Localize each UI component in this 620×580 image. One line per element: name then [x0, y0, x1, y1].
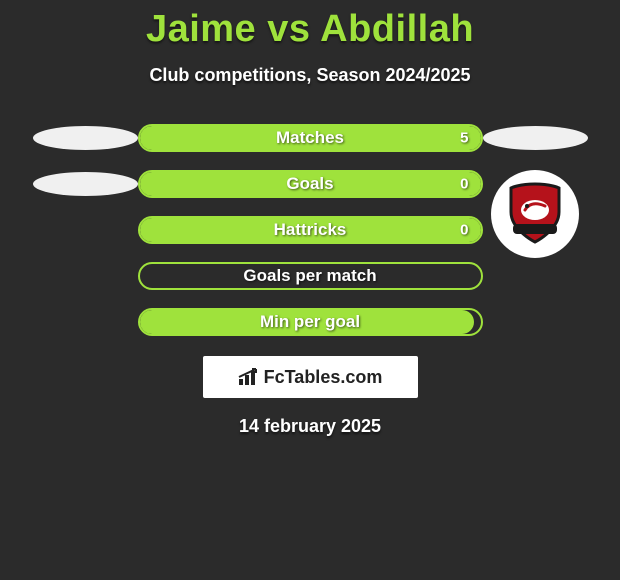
stat-value: 5 — [460, 130, 468, 147]
stat-bar-goals-per-match: Goals per match — [138, 262, 483, 290]
stat-label: Matches — [276, 128, 344, 148]
stat-row: Min per goal — [0, 308, 620, 336]
stat-row: Goals per match — [0, 262, 620, 290]
page-subtitle: Club competitions, Season 2024/2025 — [0, 65, 620, 86]
bars-chart-icon — [238, 367, 260, 387]
stat-label: Hattricks — [274, 220, 347, 240]
left-slot — [33, 172, 138, 196]
right-slot — [483, 126, 588, 150]
brand-badge: FcTables.com — [203, 356, 418, 398]
brand-text: FcTables.com — [264, 367, 383, 388]
club-badge — [491, 170, 579, 258]
stat-bar-goals: Goals 0 — [138, 170, 483, 198]
stat-label: Goals per match — [243, 266, 376, 286]
stat-row: Goals 0 — [0, 170, 620, 198]
stat-bar-min-per-goal: Min per goal — [138, 308, 483, 336]
stat-value: 0 — [460, 176, 468, 193]
stat-bar-matches: Matches 5 — [138, 124, 483, 152]
club-shield-icon — [501, 180, 569, 248]
comparison-card: Jaime vs Abdillah Club competitions, Sea… — [0, 0, 620, 580]
left-slot — [33, 126, 138, 150]
player-ellipse-left — [33, 126, 138, 150]
stat-bar-hattricks: Hattricks 0 — [138, 216, 483, 244]
player-ellipse-left — [33, 172, 138, 196]
page-title: Jaime vs Abdillah — [0, 0, 620, 51]
stat-value: 0 — [460, 222, 468, 239]
stat-label: Min per goal — [260, 312, 360, 332]
footer-date: 14 february 2025 — [0, 416, 620, 437]
stats-block: Matches 5 Goals 0 — [0, 124, 620, 336]
stat-label: Goals — [286, 174, 333, 194]
player-ellipse-right — [483, 126, 588, 150]
stat-row: Matches 5 — [0, 124, 620, 152]
